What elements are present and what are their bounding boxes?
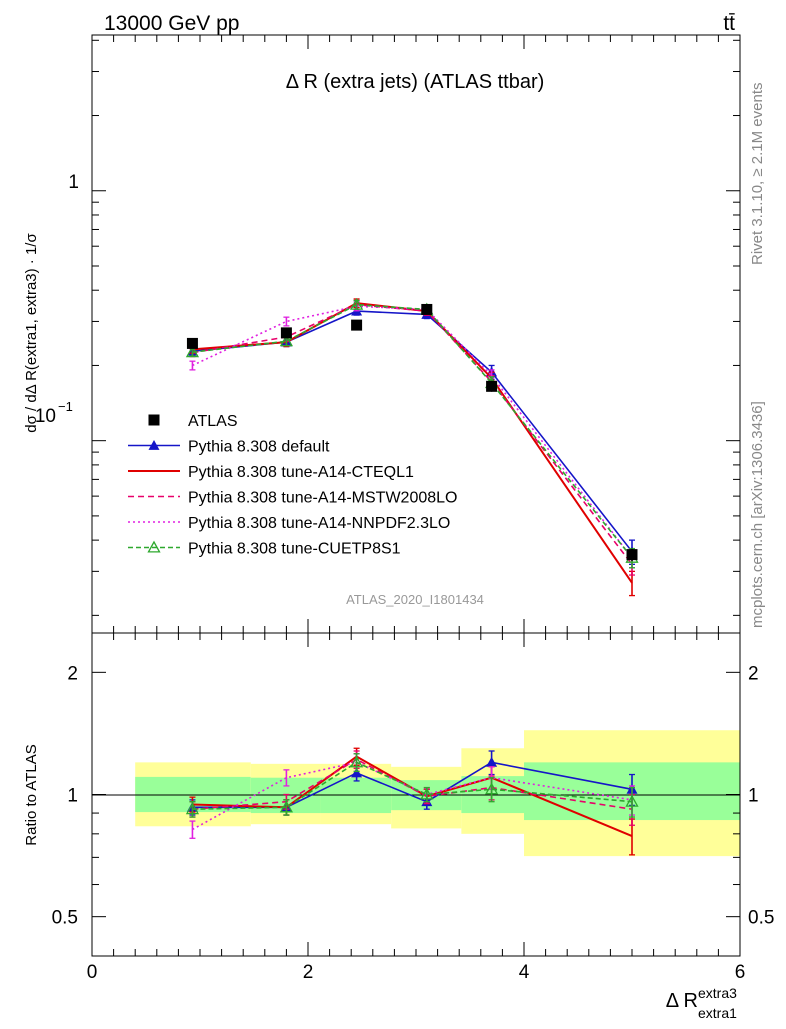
energy-label: 13000 GeV pp [104, 12, 239, 35]
process-label: tt̄ [723, 12, 735, 35]
ratio-y-axis-label: Ratio to ATLAS [23, 744, 40, 845]
open-triangle-marker [147, 540, 161, 553]
ratio-y-ticks [92, 671, 740, 957]
x-axis-label-sub: extra1 [698, 1005, 737, 1021]
open-triangle-marker [279, 800, 294, 813]
x-tick-labels: 0 2 4 6 [87, 962, 746, 983]
legend-item: ATLAS [148, 413, 238, 430]
open-triangle-marker [420, 787, 434, 800]
series-line [192, 755, 633, 837]
x-axis-label-sup: extra3 [698, 985, 737, 1001]
x-axis-label: Δ R [666, 990, 698, 1012]
legend: ATLAS Pythia 8.308 default Pythia 8.308 tu… [128, 413, 457, 558]
square-marker [351, 319, 363, 331]
triangle-marker [351, 767, 363, 778]
xtick-label: 4 [519, 962, 530, 983]
triangle-marker [148, 440, 160, 450]
ytick-label-1: 1 [68, 172, 79, 193]
legend-item: Pythia 8.308 tune-CUETP8S1 [128, 541, 401, 558]
xtick-label: 2 [303, 962, 314, 983]
ytick-label-base: 10 [35, 406, 56, 427]
open-triangle-marker [349, 755, 364, 768]
open-triangle-marker [349, 297, 364, 310]
ytick-label-exponent: −1 [58, 399, 73, 414]
ratio-ytick-label-right: 2 [748, 663, 759, 684]
legend-label: Pythia 8.308 tune-A14-MSTW2008LO [188, 490, 457, 507]
main-y-ticks [92, 39, 740, 616]
ratio-x-ticks [91, 633, 741, 956]
ratio-ytick-labels: 0.5 0.5 1 1 2 2 [52, 663, 775, 928]
square-marker [280, 327, 292, 339]
square-marker [186, 337, 198, 349]
open-triangle-marker [185, 802, 200, 815]
square-marker [148, 414, 160, 426]
square-marker [421, 303, 433, 315]
series-line [192, 761, 633, 831]
series-line [192, 303, 633, 559]
open-triangle-marker [625, 794, 639, 807]
triangle-marker [486, 756, 498, 767]
main-x-ticks [91, 35, 741, 633]
main-y-axis-label: dσ / dΔ R(extra1, extra3) · 1/σ [23, 233, 40, 433]
ratio-series-group [185, 747, 639, 856]
legend-item: Pythia 8.308 tune-A14-MSTW2008LO [128, 490, 457, 507]
open-triangle-marker [185, 345, 200, 358]
ratio-ytick-label: 0.5 [52, 908, 78, 929]
main-plot-panel: Δ R (extra jets) (ATLAS ttbar) ATLAS_202… [23, 34, 741, 634]
x-axis-label-main: Δ R [666, 990, 698, 1012]
square-marker [626, 549, 638, 561]
main-title-text: Δ R (extra jets) (ATLAS ttbar) [286, 71, 545, 93]
ytick-label-0-1: 10 [35, 406, 56, 427]
legend-label: ATLAS [188, 413, 238, 430]
legend-item: Pythia 8.308 tune-A14-CTEQL1 [128, 464, 414, 481]
legend-label: Pythia 8.308 tune-A14-CTEQL1 [188, 464, 414, 481]
ratio-ytick-label: 2 [67, 663, 78, 684]
series-line [192, 758, 633, 810]
xtick-label: 0 [87, 962, 98, 983]
open-triangle-marker [484, 782, 499, 795]
atlas-data-group [186, 303, 638, 562]
legend-label: Pythia 8.308 tune-A14-NNPDF2.3LO [188, 515, 450, 532]
ratio-ytick-label-right: 1 [748, 786, 759, 807]
legend-label: Pythia 8.308 tune-CUETP8S1 [188, 541, 401, 558]
analysis-label: ATLAS_2020_I1801434 [346, 592, 484, 607]
legend-label: Pythia 8.308 default [188, 439, 330, 456]
xtick-label: 6 [735, 962, 746, 983]
ratio-ytick-label-right: 0.5 [748, 908, 774, 929]
open-triangle-marker [279, 334, 294, 347]
legend-item: Pythia 8.308 tune-A14-NNPDF2.3LO [128, 515, 450, 532]
legend-item: Pythia 8.308 default [128, 439, 330, 456]
ratio-plot-panel: Ratio to ATLAS 0.5 0.5 1 1 2 2 0 2 4 6 Δ R extra… [23, 632, 775, 1021]
main-title: Δ R (extra jets) (ATLAS ttbar) [286, 71, 545, 93]
ratio-ytick-label: 1 [67, 786, 78, 807]
mcplots-label: mcplots.cern.ch [arXiv:1306.3436] [749, 401, 766, 628]
rivet-label: Rivet 3.1.10, ≥ 2.1M events [749, 83, 766, 266]
square-marker [486, 380, 498, 392]
